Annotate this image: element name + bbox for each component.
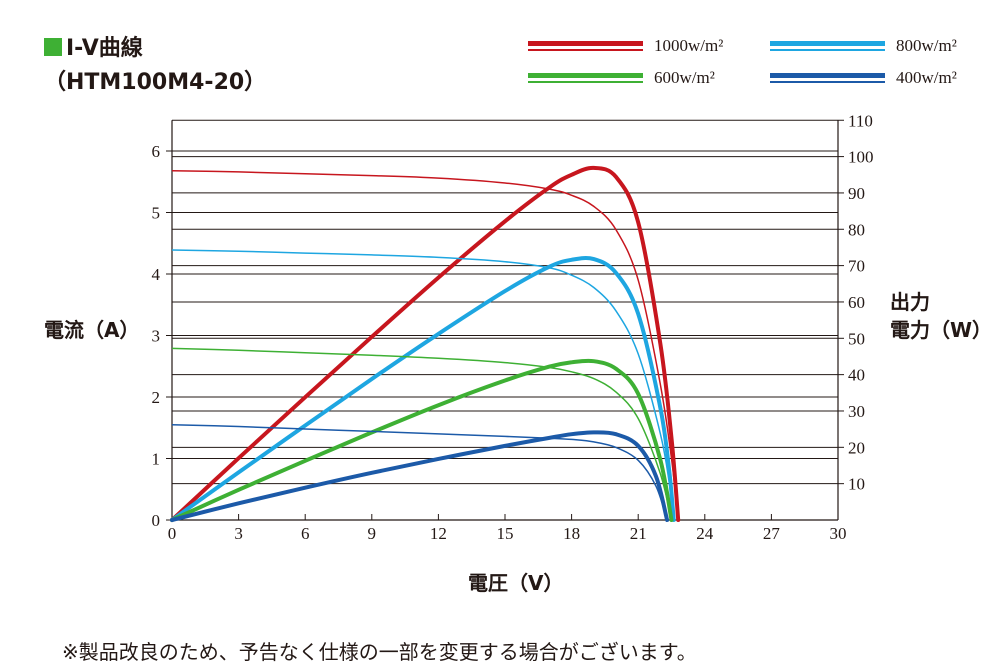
x-tick-label-3: 3 [234, 524, 243, 543]
y-right-tick-label-90: 90 [848, 184, 865, 203]
iv-chart: 0 3 6 9 12 15 18 21 24 27 300123456102030405060708… [152, 111, 874, 543]
x-tick-label-21: 21 [630, 524, 647, 543]
chart-title: I-V曲線 [66, 36, 143, 61]
y-right-tick-label-20: 20 [848, 438, 865, 457]
y-right-tick-label-110: 110 [848, 111, 873, 130]
y-left-tick-label-4: 4 [152, 265, 161, 284]
series-layer [170, 165, 681, 522]
axes [171, 120, 839, 521]
current-curve-0 [171, 169, 679, 521]
y-right-tick-label-100: 100 [848, 148, 874, 167]
y-right-tick-label-50: 50 [848, 329, 865, 348]
x-axis-label: 電圧（V） [468, 571, 564, 595]
y-axis-label-left: 電流（A） [44, 318, 140, 342]
y-right-tick-label-40: 40 [848, 366, 865, 385]
legend-label-600: 600w/m² [654, 68, 715, 87]
legend-swatch-400 [770, 70, 885, 86]
y-left-tick-label-6: 6 [152, 142, 161, 161]
y-axis-label-right-line2: 電力（W） [890, 318, 993, 342]
current-curve-1 [171, 249, 675, 521]
legend-label-400: 400w/m² [896, 68, 957, 87]
legend-label-800: 800w/m² [896, 36, 957, 55]
y-left-tick-label-3: 3 [152, 327, 161, 346]
legend-swatch-thick [528, 41, 643, 46]
y-left-tick-label-2: 2 [152, 388, 161, 407]
legend-swatch-thick [770, 73, 885, 78]
x-tick-label-27: 27 [763, 524, 781, 543]
power-curve-2 [170, 358, 674, 522]
title-block: I-V曲線 [44, 30, 143, 62]
y-left-tick-label-1: 1 [152, 450, 161, 469]
x-tick-label-24: 24 [696, 524, 714, 543]
x-tick-label-12: 12 [430, 524, 447, 543]
legend-swatch-thick [528, 73, 643, 78]
legend-swatch-thick [770, 41, 885, 46]
legend-swatch-800 [770, 38, 885, 54]
power-curve-3 [170, 430, 670, 522]
x-tick-label-9: 9 [368, 524, 377, 543]
y-right-tick-label-30: 30 [848, 402, 865, 421]
y-right-tick-label-70: 70 [848, 257, 865, 276]
power-curve-1 [170, 256, 676, 522]
y-right-tick-label-10: 10 [848, 475, 865, 494]
power-curve-0 [170, 165, 681, 522]
x-tick-label-18: 18 [563, 524, 580, 543]
x-tick-label-15: 15 [497, 524, 514, 543]
y-left-tick-label-0: 0 [152, 511, 161, 530]
legend-swatch-1000 [528, 38, 643, 54]
y-axis-label-right-line1: 出力 [890, 290, 930, 314]
ticks: 0 3 6 9 12 15 18 21 24 27 300123456102030405060708… [152, 111, 874, 543]
legend-swatch-thin [528, 81, 643, 83]
y-left-tick-label-5: 5 [152, 204, 161, 223]
x-tick-label-6: 6 [301, 524, 310, 543]
legend-swatch-thin [770, 81, 885, 83]
x-tick-label-0: 0 [168, 524, 177, 543]
legend-label-1000: 1000w/m² [654, 36, 724, 55]
legend-swatch-thin [770, 49, 885, 51]
x-tick-label-30: 30 [830, 524, 847, 543]
y-right-tick-label-80: 80 [848, 220, 865, 239]
title-marker-icon [44, 38, 62, 56]
current-curve-3 [171, 423, 668, 521]
footnote: ※製品改良のため、予告なく仕様の一部を変更する場合がございます。 [62, 640, 697, 664]
legend-swatch-600 [528, 70, 643, 86]
chart-subtitle: （HTM100M4-20） [44, 70, 267, 95]
legend-swatch-thin [528, 49, 643, 51]
y-right-tick-label-60: 60 [848, 293, 865, 312]
